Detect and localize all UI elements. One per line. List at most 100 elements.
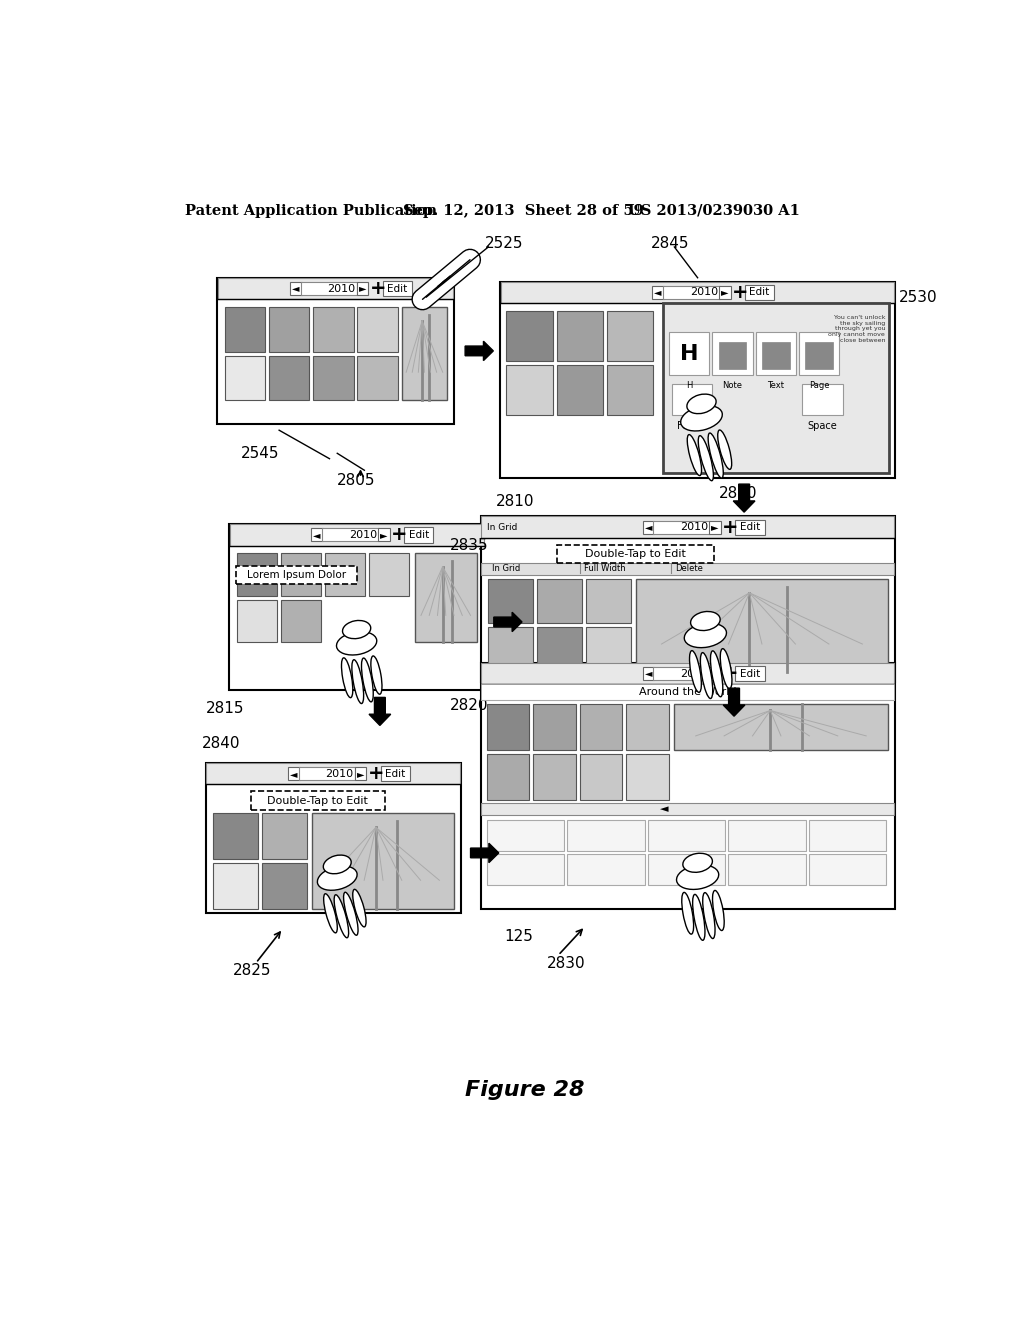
Text: Edit: Edit <box>387 284 408 293</box>
Text: ►: ► <box>356 768 365 779</box>
Ellipse shape <box>698 436 714 480</box>
FancyBboxPatch shape <box>735 665 765 681</box>
Text: 2805: 2805 <box>337 473 376 488</box>
Bar <box>237 553 276 595</box>
Ellipse shape <box>700 652 713 698</box>
Text: Sep. 12, 2013  Sheet 28 of 59: Sep. 12, 2013 Sheet 28 of 59 <box>403 203 644 218</box>
Bar <box>357 355 397 400</box>
Bar <box>281 599 321 642</box>
Ellipse shape <box>690 611 720 631</box>
FancyBboxPatch shape <box>652 286 664 298</box>
Ellipse shape <box>324 855 351 874</box>
Bar <box>648 854 725 884</box>
Text: Edit: Edit <box>739 523 760 532</box>
Bar <box>607 364 653 414</box>
Ellipse shape <box>352 660 364 704</box>
Text: 2825: 2825 <box>232 964 271 978</box>
Text: In Grid: In Grid <box>486 523 517 532</box>
Text: ►: ► <box>712 668 719 678</box>
Text: Double-Tap to Edit: Double-Tap to Edit <box>585 549 686 560</box>
Bar <box>262 863 307 909</box>
Bar <box>228 524 484 689</box>
Bar <box>262 813 307 859</box>
Bar <box>728 820 806 850</box>
Text: +: + <box>368 764 384 783</box>
Ellipse shape <box>344 892 358 936</box>
Text: ◄: ◄ <box>645 523 652 532</box>
FancyBboxPatch shape <box>299 767 355 780</box>
Ellipse shape <box>361 659 373 702</box>
Ellipse shape <box>337 632 377 655</box>
Bar <box>506 364 553 414</box>
Text: 2530: 2530 <box>899 289 938 305</box>
Bar <box>762 342 790 368</box>
Bar <box>488 578 534 623</box>
Text: Page: Page <box>809 381 829 389</box>
Text: 2010: 2010 <box>680 668 709 678</box>
Text: 2010: 2010 <box>326 768 353 779</box>
FancyBboxPatch shape <box>719 286 730 298</box>
Bar <box>357 308 397 351</box>
Text: Edit: Edit <box>739 668 760 678</box>
FancyBboxPatch shape <box>653 520 710 533</box>
Bar <box>713 333 753 375</box>
Ellipse shape <box>334 895 348 937</box>
Text: 2010: 2010 <box>328 284 355 293</box>
Ellipse shape <box>324 894 337 933</box>
FancyBboxPatch shape <box>251 792 385 810</box>
Bar <box>481 562 895 576</box>
Text: Figure 28: Figure 28 <box>465 1080 585 1100</box>
Ellipse shape <box>682 892 693 935</box>
Text: +: + <box>722 664 738 682</box>
Bar <box>269 355 309 400</box>
Bar <box>401 308 447 400</box>
Text: ►: ► <box>380 529 387 540</box>
Text: 2845: 2845 <box>651 235 689 251</box>
Bar <box>607 312 653 360</box>
Text: Edit: Edit <box>385 768 406 779</box>
Ellipse shape <box>718 430 732 470</box>
Ellipse shape <box>687 434 701 475</box>
Text: 2835: 2835 <box>450 539 488 553</box>
Ellipse shape <box>689 651 701 693</box>
Text: ◄: ◄ <box>660 804 669 814</box>
Ellipse shape <box>709 433 723 478</box>
Bar <box>719 342 746 368</box>
FancyBboxPatch shape <box>735 520 765 535</box>
Ellipse shape <box>371 656 382 694</box>
Bar <box>237 599 276 642</box>
FancyBboxPatch shape <box>664 286 720 298</box>
Bar <box>206 763 461 913</box>
Bar <box>225 355 265 400</box>
Text: +: + <box>370 279 386 298</box>
Bar <box>809 854 886 884</box>
FancyBboxPatch shape <box>710 667 721 680</box>
Ellipse shape <box>684 623 726 648</box>
Text: Double-Tap to Edit: Double-Tap to Edit <box>267 796 369 805</box>
Bar <box>486 704 529 750</box>
Polygon shape <box>733 484 755 512</box>
FancyBboxPatch shape <box>383 281 412 296</box>
Bar <box>669 333 710 375</box>
FancyBboxPatch shape <box>403 527 433 543</box>
Bar <box>229 524 483 545</box>
Bar <box>802 384 843 414</box>
Text: +: + <box>391 525 408 544</box>
Text: ◄: ◄ <box>292 284 300 293</box>
FancyBboxPatch shape <box>710 520 721 533</box>
Ellipse shape <box>342 620 371 639</box>
FancyBboxPatch shape <box>653 667 710 680</box>
Bar <box>481 684 895 700</box>
Bar <box>500 281 895 478</box>
Bar <box>627 754 669 800</box>
Polygon shape <box>369 697 391 726</box>
Bar <box>206 763 461 784</box>
Bar <box>534 754 575 800</box>
FancyBboxPatch shape <box>356 282 369 296</box>
Text: 2010: 2010 <box>690 288 718 297</box>
Bar <box>538 578 583 623</box>
Bar <box>580 754 623 800</box>
Bar <box>672 384 713 414</box>
FancyBboxPatch shape <box>354 767 367 780</box>
Text: ►: ► <box>721 288 728 297</box>
